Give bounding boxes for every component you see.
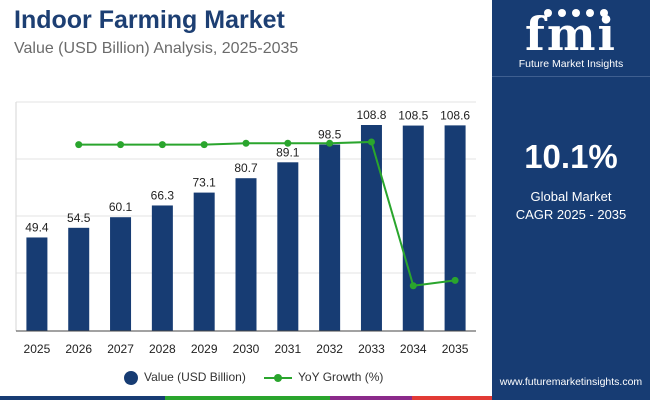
bar-2031 (277, 162, 299, 331)
bar-label-2028: 66.3 (151, 188, 175, 202)
bar-label-2035: 108.6 (440, 108, 470, 122)
bar-label-2032: 98.5 (318, 128, 342, 142)
bar-label-2031: 89.1 (276, 145, 300, 159)
bar-2027 (110, 217, 132, 331)
yoy-point-2030 (242, 139, 250, 147)
bar-2035 (444, 125, 466, 331)
stripe-segment-red (412, 396, 492, 400)
bottom-stripe (0, 396, 492, 400)
yoy-point-2032 (326, 139, 334, 147)
yoy-point-2028 (158, 141, 166, 149)
x-tick-2031: 2031 (274, 342, 301, 356)
panel-divider (492, 76, 650, 77)
x-tick-2030: 2030 (233, 342, 260, 356)
x-tick-2032: 2032 (316, 342, 343, 356)
bar-2030 (235, 178, 257, 331)
legend: Value (USD Billion) YoY Growth (%) (0, 366, 492, 390)
bar-label-2033: 108.8 (356, 108, 386, 122)
logo-tagline: Future Market Insights (518, 58, 624, 70)
bar-2033 (360, 125, 382, 331)
website-link[interactable]: www.futuremarketinsights.com (499, 376, 643, 388)
bar-2032 (319, 144, 341, 331)
page-subtitle: Value (USD Billion) Analysis, 2025-2035 (14, 40, 299, 57)
side-panel: fmi Future Market Insights 10.1% Global … (492, 0, 650, 400)
bar-2029 (193, 192, 215, 331)
bar-label-2029: 73.1 (193, 176, 217, 190)
logo-icons (544, 9, 608, 17)
yoy-point-2034 (409, 282, 417, 290)
bar-label-2034: 108.5 (398, 109, 428, 123)
x-tick-2034: 2034 (400, 342, 427, 356)
page-title: Indoor Farming Market (14, 6, 285, 34)
bar-2028 (151, 205, 173, 331)
yoy-growth-line (78, 140, 456, 287)
cagr-label-line1: Global Market (530, 189, 612, 204)
yoy-point-2027 (117, 141, 125, 149)
cagr-value: 10.1% (524, 138, 618, 175)
cagr-label-line2: CAGR 2025 - 2035 (515, 207, 627, 222)
x-tick-2027: 2027 (107, 342, 134, 356)
chart: 49.4 54.5 60.1 66.3 73.1 80.7 89.1 98.5 108.8 108… (15, 101, 476, 356)
logo-dot-icon-4 (586, 9, 594, 17)
yoy-point-2026 (75, 141, 83, 149)
legend-marker-icon (274, 374, 282, 382)
yoy-point-2031 (284, 139, 292, 147)
x-tick-2029: 2029 (191, 342, 218, 356)
x-tick-2035: 2035 (442, 342, 469, 356)
chart-svg: 49.4 54.5 60.1 66.3 73.1 80.7 89.1 98.5 108.8 108… (15, 101, 476, 356)
bar-2025 (26, 237, 48, 331)
bar-label-2030: 80.7 (234, 161, 258, 175)
cagr-label: Global Market CAGR 2025 - 2035 (492, 188, 650, 224)
fmi-logo: fmi Future Market Insights (492, 0, 650, 76)
x-tick-2028: 2028 (149, 342, 176, 356)
legend-label-value: Value (USD Billion) (144, 370, 246, 384)
bar-label-2025: 49.4 (25, 220, 49, 234)
logo-wordmark: fmi (525, 7, 617, 61)
yoy-point-2029 (200, 141, 208, 149)
logo-dot-icon-5 (600, 9, 608, 17)
legend-label-yoy: YoY Growth (%) (298, 370, 384, 384)
x-tick-2025: 2025 (24, 342, 51, 356)
yoy-point-2033 (367, 138, 375, 146)
stripe-segment-purple (330, 396, 412, 400)
logo-dot-icon-2 (558, 9, 566, 17)
stripe-segment-green (165, 396, 330, 400)
logo-dot-icon-1 (544, 9, 552, 17)
x-tick-2033: 2033 (358, 342, 385, 356)
logo-dot-icon-3 (572, 9, 580, 17)
bar-label-2027: 60.1 (109, 200, 133, 214)
yoy-point-2035 (451, 276, 459, 284)
x-tick-2026: 2026 (65, 342, 92, 356)
bar-2034 (402, 125, 424, 331)
stripe-segment-blue (0, 396, 165, 400)
bar-label-2026: 54.5 (67, 211, 91, 225)
bar-2026 (68, 227, 90, 331)
legend-dot-icon (124, 371, 138, 385)
